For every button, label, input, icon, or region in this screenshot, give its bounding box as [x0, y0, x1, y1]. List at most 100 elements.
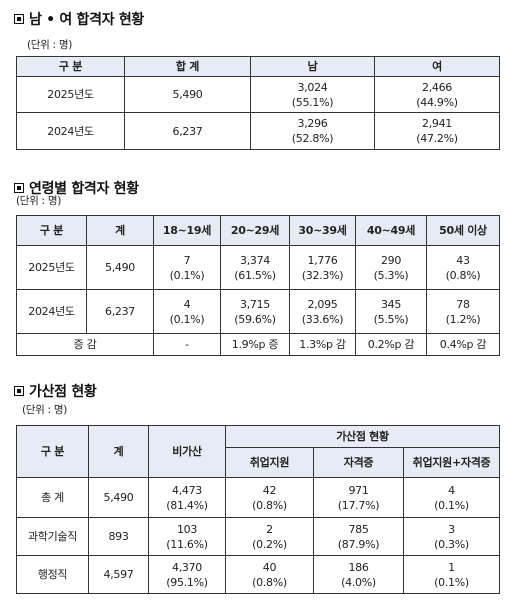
percent: (95.1%) — [166, 575, 208, 589]
change-value: 1.3%p 감 — [289, 333, 356, 356]
age-cell: 43 (0.8%) — [426, 245, 500, 290]
percent: (5.5%) — [373, 312, 409, 326]
age-cell: 4 (0.1%) — [153, 289, 221, 334]
age-table: 구 분 계 18~19세 20~29세 30~39세 40~49세 50세 이상… — [16, 215, 500, 356]
bonus-cell: 4,473 (81.4%) — [148, 477, 226, 518]
age-cell: 290 (5.3%) — [355, 245, 427, 290]
bonus-cell: 2 (0.2%) — [225, 517, 314, 556]
male-cell: 3,296 (52.8%) — [250, 112, 375, 150]
age-cell: 3,715 (59.6%) — [220, 289, 290, 334]
bonus-cell: 103 (11.6%) — [148, 517, 226, 556]
bonus-cell: 186 (4.0%) — [313, 555, 404, 594]
bonus-header-employment: 취업지원 — [225, 447, 314, 478]
percent: (61.5%) — [234, 268, 276, 282]
table-row: 2025년도 5,490 7 (0.1%) 3,374 (61.5%) 1,776(… — [16, 245, 500, 290]
percent: (0.8%) — [252, 575, 287, 589]
row-label: 2025년도 — [16, 76, 125, 113]
percent: (33.6%) — [301, 312, 344, 326]
value: 345 — [380, 297, 402, 311]
age-header-30-39: 30~39세 — [289, 215, 356, 246]
age-cell: 78 (1.2%) — [426, 289, 500, 334]
male-cell: 3,024 (55.1%) — [250, 76, 375, 113]
value: 3,296 — [297, 117, 328, 130]
age-cell: 7 (0.1%) — [153, 245, 221, 290]
gender-header-category: 구 분 — [16, 56, 125, 77]
value: 43 — [456, 253, 470, 267]
square-bullet-icon — [14, 183, 24, 193]
row-label: 2024년도 — [16, 112, 125, 150]
female-cell: 2,941 (47.2%) — [374, 112, 500, 150]
value: 78 — [456, 297, 470, 311]
bonus-cell: 4 (0.1%) — [402, 477, 501, 518]
bonus-header-none: 비가산 — [148, 425, 226, 478]
percent: (0.8%) — [252, 498, 287, 512]
row-total: 6,237 — [124, 112, 251, 150]
bonus-cell: 42 (0.8%) — [225, 477, 314, 518]
bonus-header-category: 구 분 — [16, 425, 89, 478]
row-label: 2024년도 — [16, 289, 87, 334]
percent: (0.3%) — [434, 537, 469, 551]
row-total: 5,490 — [86, 245, 154, 290]
section3-unit: (단위 : 명) — [22, 404, 67, 416]
percent: (4.0%) — [341, 575, 376, 589]
percent: (87.9%) — [337, 537, 380, 551]
age-header-50-plus: 50세 이상 — [426, 215, 500, 246]
row-label: 2025년도 — [16, 245, 87, 290]
percent: (59.6%) — [234, 312, 276, 326]
percent: (81.4%) — [166, 498, 208, 512]
row-total: 5,490 — [124, 76, 251, 113]
percent: (1.2%) — [445, 312, 481, 326]
value: 1,776 — [307, 253, 338, 267]
percent: (55.1%) — [291, 95, 334, 109]
change-row: 증 감 - 1.9%p 증 1.3%p 감 0.2%p 감 0.4%p 감 — [16, 333, 500, 356]
row-total: 4,597 — [88, 555, 149, 594]
value: 1 — [448, 560, 455, 574]
change-value: 0.4%p 감 — [426, 333, 500, 356]
percent: (0.1%) — [169, 312, 205, 326]
value: 2 — [266, 522, 273, 536]
value: 40 — [262, 560, 277, 574]
section2-unit: (단위 : 명) — [16, 195, 61, 207]
percent: (5.3%) — [373, 268, 409, 282]
age-header-20-29: 20~29세 — [220, 215, 290, 246]
row-label: 과학기술직 — [16, 517, 89, 556]
bonus-header-total: 계 — [88, 425, 149, 478]
value: 7 — [183, 253, 191, 267]
table-row: 과학기술직 893 103 (11.6%) 2 (0.2%) 785 (87.9%) … — [16, 517, 501, 556]
bonus-table: 구 분 계 비가산 가산점 현황 취업지원 자격증 취업지원+자격증 총 계 5… — [16, 425, 501, 594]
percent: (52.8%) — [291, 132, 334, 145]
age-cell: 2,095 (33.6%) — [289, 289, 356, 334]
value: 3,715 — [240, 297, 270, 311]
value: 971 — [348, 483, 369, 497]
percent: (0.1%) — [434, 575, 469, 589]
section3-title-text: 가산점 현황 — [29, 384, 97, 400]
table-row: 2025년도 5,490 3,024 (55.1%) 2,466 (44.9%) — [16, 76, 500, 113]
change-value: 0.2%p 감 — [355, 333, 427, 356]
age-header-40-49: 40~49세 — [355, 215, 427, 246]
section1-title-text: 남 • 여 합격자 현황 — [29, 12, 145, 28]
age-cell: 1,776 (32.3%) — [289, 245, 356, 290]
percent: (0.1%) — [169, 268, 205, 282]
square-bullet-icon — [14, 386, 24, 396]
value: 3,024 — [297, 80, 328, 94]
value: 186 — [348, 560, 369, 574]
gender-header-female: 여 — [374, 56, 500, 77]
value: 42 — [262, 483, 277, 497]
value: 2,095 — [307, 297, 338, 311]
age-cell: 345 (5.5%) — [355, 289, 427, 334]
section1-title: 남 • 여 합격자 현황 — [14, 9, 144, 29]
percent: (47.2%) — [416, 132, 458, 145]
bonus-cell: 971 (17.7%) — [313, 477, 404, 518]
change-value: - — [153, 333, 221, 356]
bonus-header-both: 취업지원+자격증 — [402, 447, 501, 478]
row-total: 893 — [88, 517, 149, 556]
row-total: 6,237 — [86, 289, 154, 334]
square-bullet-icon — [14, 14, 24, 24]
table-row: 2024년도 6,237 4 (0.1%) 3,715 (59.6%) 2,095(… — [16, 289, 500, 334]
value: 103 — [176, 522, 198, 536]
percent: (44.9%) — [416, 95, 458, 109]
gender-header-male: 남 — [250, 56, 375, 77]
percent: (0.8%) — [445, 268, 481, 282]
female-cell: 2,466 (44.9%) — [374, 76, 500, 113]
bonus-cell: 4,370 (95.1%) — [148, 555, 226, 594]
